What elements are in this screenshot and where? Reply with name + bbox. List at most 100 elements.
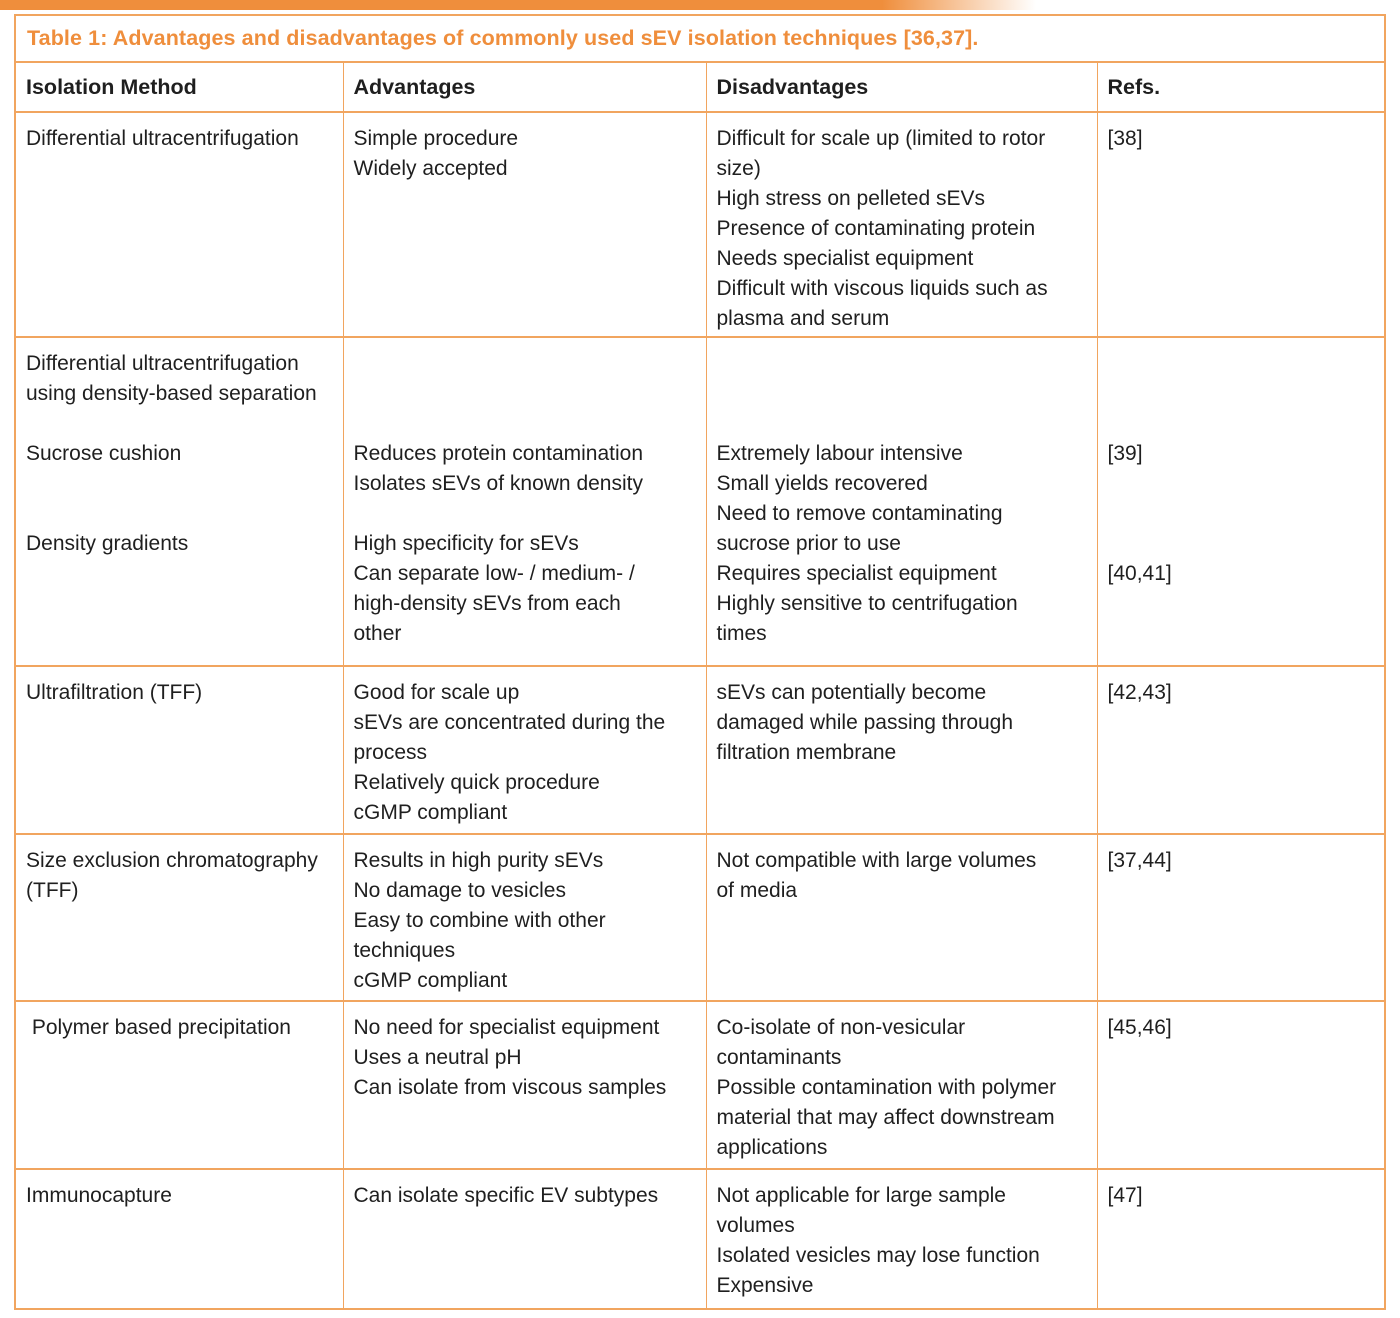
cell-line: Immunocapture [26,1184,172,1207]
cell-line-blank [354,349,698,379]
refs-cell: [37,44] [1096,834,1384,1001]
cell-line: Difficult for scale up (limited to rotor [716,127,1046,150]
disadvantages-cell: Co-isolate of non-vesicular contaminants P… [705,1001,1097,1169]
cell-line: other [353,622,402,645]
cell-line: [38] [1107,127,1143,150]
advantages-cell: Can isolate specific EV subtypes [342,1169,706,1308]
cell-line: using density-based separation [26,382,317,405]
advantages-cell: Results in high purity sEVs No damage to … [342,834,706,1001]
cell-line: Can separate low- / medium- / [353,562,635,585]
cell-line: material that may affect downstream [716,1106,1055,1129]
cell-line: sEVs can potentially become [716,681,987,704]
cell-line: No damage to vesicles [353,879,566,902]
cell-line: Differential ultracentrifugation [26,127,299,150]
col-header-isolation-method: Isolation Method [16,63,343,113]
cell-line: Results in high purity sEVs [353,849,604,872]
cell-line-blank [1108,379,1377,409]
table-row-density-based-separation: Differential ultracentrifugation using de… [16,337,1384,666]
top-accent-bar [0,0,1400,10]
cell-line: Ultrafiltration (TFF) [26,681,203,704]
cell-line: Presence of contaminating protein [716,217,1036,240]
disadvantages-cell: sEVs can potentially become damaged while… [705,666,1097,834]
refs-cell: [38] [1096,112,1384,337]
cell-line: Possible contamination with polymer [716,1076,1057,1099]
cell-line: High specificity for sEVs [353,532,579,555]
cell-line: Not applicable for large sample [716,1184,1007,1207]
cell-line: Isolated vesicles may lose function [716,1244,1040,1267]
cell-line: Simple procedure [353,127,519,150]
method-cell: Size exclusion chromatography (TFF) [16,834,343,1001]
cell-line: Polymer based precipitation [26,1016,291,1039]
cell-line: Isolates sEVs of known density [353,472,643,495]
header-row: Isolation Method Advantages Disadvantage… [16,63,1384,113]
cell-line: contaminants [716,1046,842,1069]
cell-line: sEVs are concentrated during the [353,711,666,734]
table-row-differential-ultracentrifugation: Differential ultracentrifugation Simple p… [16,112,1384,337]
cell-line: Not compatible with large volumes [716,849,1037,872]
disadvantages-cell: Not compatible with large volumes of medi… [705,834,1097,1001]
refs-cell: [42,43] [1096,666,1384,834]
cell-line: [42,43] [1107,681,1172,704]
cell-line-blank [717,379,1089,409]
table-row-size-exclusion-chromatography: Size exclusion chromatography (TFF) Result… [16,834,1384,1001]
cell-line: Expensive [716,1274,814,1297]
cell-line: Easy to combine with other [353,909,606,932]
table-row-ultrafiltration-tff: Ultrafiltration (TFF) Good for scale up sE… [16,666,1384,834]
cell-line-blank [1108,409,1377,439]
cell-line: size) [716,157,761,180]
cell-line: Small yields recovered [716,472,928,495]
cell-line: Size exclusion chromatography [26,849,318,872]
advantages-cell: No need for specialist equipment Uses a n… [342,1001,706,1169]
advantages-cell: Good for scale up sEVs are concentrated d… [342,666,706,834]
cell-line: plasma and serum [716,307,890,330]
method-cell: Polymer based precipitation [16,1001,343,1169]
isolation-techniques-table: Isolation Method Advantages Disadvantage… [16,63,1384,1308]
disadvantages-cell: Extremely labour intensive Small yields r… [705,337,1097,666]
table-row-immunocapture: Immunocapture Can isolate specific EV sub… [16,1169,1384,1308]
cell-line-blank [1108,349,1377,379]
cell-line-blank [717,349,1089,379]
refs-cell: [47] [1096,1169,1384,1308]
cell-line: [40,41] [1107,562,1172,585]
col-header-disadvantages: Disadvantages [705,63,1097,113]
table-card: Table 1: Advantages and disadvantages of… [14,14,1386,1310]
cell-line: filtration membrane [716,741,897,764]
cell-line: Sucrose cushion [26,442,182,465]
cell-line: applications [716,1136,828,1159]
col-header-refs: Refs. [1096,63,1384,113]
disadvantages-cell: Difficult for scale up (limited to rotor… [705,112,1097,337]
method-cell: Differential ultracentrifugation using de… [16,337,343,666]
refs-cell: [39] [40,41] [1096,337,1384,666]
cell-line: [47] [1107,1184,1143,1207]
cell-line: Needs specialist equipment [716,247,974,270]
cell-line: Density gradients [26,532,189,555]
cell-line: process [353,741,428,764]
advantages-cell: Reduces protein contamination Isolates sE… [342,337,706,666]
cell-line: high-density sEVs from each [353,592,621,615]
refs-cell: [45,46] [1096,1001,1384,1169]
cell-line-blank [354,409,698,439]
method-cell: Immunocapture [16,1169,343,1308]
cell-line: Can isolate specific EV subtypes [353,1184,659,1207]
cell-line-blank [26,499,335,529]
cell-line: Differential ultracentrifugation [26,352,299,375]
cell-line: Widely accepted [353,157,508,180]
cell-line: Need to remove contaminating [716,502,1003,525]
cell-line: (TFF) [26,879,79,902]
table-row-polymer-based-precipitation: Polymer based precipitation No need for s… [16,1001,1384,1169]
method-cell: Differential ultracentrifugation [16,112,343,337]
cell-line: Extremely labour intensive [716,442,963,465]
cell-line: [39] [1107,442,1143,465]
cell-line: Highly sensitive to centrifugation [716,592,1018,615]
cell-line: damaged while passing through [716,711,1014,734]
cell-line: Requires specialist equipment [716,562,997,585]
method-cell: Ultrafiltration (TFF) [16,666,343,834]
cell-line-blank [1108,469,1377,499]
cell-line: of media [716,879,798,902]
cell-line: cGMP compliant [353,801,508,824]
cell-line-blank [26,469,335,499]
cell-line: cGMP compliant [353,969,508,992]
cell-line: sucrose prior to use [716,532,901,555]
cell-line: volumes [716,1214,795,1237]
cell-line: [37,44] [1107,849,1172,872]
